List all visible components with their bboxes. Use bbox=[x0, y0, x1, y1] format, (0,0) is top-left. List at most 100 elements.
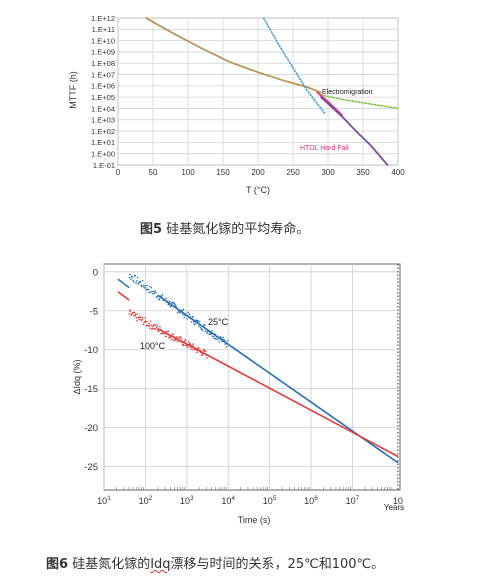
idq-data-point-1 bbox=[153, 324, 156, 326]
idq-y-tick-label: -25 bbox=[84, 462, 98, 473]
idq-data-point-0 bbox=[128, 276, 131, 279]
idq-data-point-1 bbox=[152, 324, 155, 327]
series-label-25c: 25°C bbox=[208, 317, 229, 327]
idq-data-point-0 bbox=[181, 309, 183, 312]
idq-x-axis-label: Time (s) bbox=[238, 515, 271, 525]
idq-data-point-1 bbox=[203, 349, 206, 352]
mttf-y-tick-label: 1.E+06 bbox=[91, 82, 115, 91]
mttf-y-tick-label: 1.E+07 bbox=[91, 70, 115, 79]
idq-data-point-0 bbox=[155, 291, 157, 294]
idq-y-axis-label: ΔIdq (%) bbox=[72, 359, 82, 394]
idq-data-point-0 bbox=[218, 341, 221, 343]
mttf-x-tick-label: 350 bbox=[356, 168, 370, 177]
idq-data-point-1 bbox=[204, 350, 207, 353]
idq-data-point-1 bbox=[156, 325, 159, 327]
idq-data-point-1 bbox=[128, 313, 130, 315]
idq-data-point-0 bbox=[156, 296, 159, 298]
idq-data-point-1 bbox=[150, 324, 152, 326]
idq-data-point-0 bbox=[204, 324, 206, 327]
idq-data-point-0 bbox=[150, 286, 153, 289]
mttf-x-tick-label: 150 bbox=[216, 168, 230, 177]
idq-data-point-1 bbox=[132, 311, 135, 314]
idq-data-point-0 bbox=[174, 303, 176, 306]
idq-data-point-1 bbox=[175, 339, 177, 342]
idq-data-point-0 bbox=[192, 315, 194, 318]
idq-data-point-0 bbox=[140, 284, 142, 287]
idq-data-point-0 bbox=[182, 313, 184, 316]
idq-data-point-0 bbox=[149, 285, 151, 288]
idq-data-point-0 bbox=[147, 289, 150, 291]
idq-data-point-1 bbox=[159, 326, 161, 328]
mttf-gridlines bbox=[117, 17, 399, 166]
idq-data-point-0 bbox=[226, 340, 229, 342]
mttf-y-tick-label: 1.E+00 bbox=[91, 149, 115, 158]
idq-data-point-1 bbox=[183, 344, 185, 347]
idq-data-point-0 bbox=[131, 276, 134, 279]
idq-data-point-0 bbox=[148, 291, 150, 294]
idq-data-point-0 bbox=[208, 333, 210, 336]
idq-data-point-0 bbox=[225, 345, 228, 348]
idq-data-point-0 bbox=[211, 330, 213, 332]
figure5-caption: 图5 硅基氮化镓的平均寿命。 bbox=[140, 218, 309, 237]
idq-data-point-0 bbox=[144, 284, 146, 287]
idq-data-point-1 bbox=[141, 316, 143, 319]
idq-data-point-0 bbox=[190, 320, 193, 323]
mttf-series bbox=[145, 17, 399, 166]
idq-data-point-1 bbox=[189, 343, 192, 346]
idq-data-point-1 bbox=[154, 328, 157, 330]
idq-data-point-0 bbox=[139, 280, 142, 283]
idq-data-point-0 bbox=[165, 297, 167, 300]
mttf-x-tick-label: 400 bbox=[391, 168, 405, 177]
idq-x-tick-label: 10 bbox=[393, 496, 403, 506]
figure6-caption: 图6 硅基氮化镓的Idq漂移与时间的关系，25℃和100℃。 bbox=[46, 553, 384, 572]
mttf-y-tick-label: 1.E-01 bbox=[93, 161, 115, 170]
idq-gridlines bbox=[103, 264, 400, 490]
idq-data-point-0 bbox=[144, 287, 147, 289]
idq-x-tick-label: 103 bbox=[180, 495, 194, 506]
idq-data-point-1 bbox=[168, 336, 170, 339]
mttf-x-tick-label: 300 bbox=[321, 168, 335, 177]
htol-hard-fail-annotation: HTOL Hard Fail bbox=[300, 145, 349, 152]
mttf-y-tick-labels: 1.E+12 1.E+11 1.E+10 1.E+09 1.E+08 1.E+07 1.E+… bbox=[91, 14, 115, 170]
idq-data-point-1 bbox=[155, 326, 158, 329]
idq-data-point-0 bbox=[188, 313, 191, 316]
idq-data-point-0 bbox=[168, 300, 171, 303]
idq-data-point-0 bbox=[149, 291, 152, 294]
figure5-label: 图5 bbox=[140, 222, 163, 237]
idq-data-point-0 bbox=[142, 284, 145, 287]
mttf-y-tick-label: 1.E+03 bbox=[91, 116, 115, 125]
idq-data-point-1 bbox=[152, 327, 154, 330]
mttf-y-tick-label: 1.E+04 bbox=[91, 104, 115, 113]
idq-data-point-1 bbox=[127, 298, 130, 301]
idq-data-point-0 bbox=[146, 284, 148, 287]
idq-data-point-1 bbox=[137, 316, 140, 319]
idq-data-point-1 bbox=[134, 313, 137, 316]
idq-data-point-0 bbox=[133, 281, 135, 283]
idq-data-point-0 bbox=[170, 305, 172, 308]
idq-data-point-0 bbox=[197, 319, 199, 322]
idq-data-point-0 bbox=[152, 290, 155, 293]
idq-data-point-1 bbox=[175, 336, 178, 338]
idq-data-point-0 bbox=[204, 330, 207, 333]
idq-data-point-1 bbox=[191, 349, 193, 351]
mttf-y-tick-label: 1.E+05 bbox=[91, 93, 115, 102]
idq-data-point-1 bbox=[138, 318, 141, 321]
idq-x-tick-labels: 101 102 103 104 105 106 107 10 bbox=[97, 495, 403, 506]
idq-data-point-0 bbox=[186, 318, 188, 320]
idq-data-point-0 bbox=[201, 329, 204, 332]
idq-data-point-1 bbox=[146, 320, 148, 323]
idq-data-point-1 bbox=[133, 314, 135, 317]
idq-data-point-1 bbox=[149, 320, 152, 323]
series-label-100c: 100°C bbox=[140, 341, 166, 351]
idq-y-tick-label: 0 bbox=[93, 267, 98, 278]
idq-data-point-1 bbox=[196, 351, 198, 354]
idq-data-point-1 bbox=[150, 328, 153, 330]
idq-x-tick-label: 106 bbox=[304, 495, 318, 506]
idq-data-point-0 bbox=[212, 335, 215, 338]
mttf-series-line-4 bbox=[320, 96, 389, 166]
idq-data-point-1 bbox=[156, 328, 158, 330]
mttf-y-tick-label: 1.E+02 bbox=[91, 127, 115, 136]
mttf-y-tick-label: 1.E+10 bbox=[91, 36, 115, 45]
idq-drift-chart: 0-5-10-15-20-25 101 102 103 104 105 106 107 10 … bbox=[72, 263, 404, 525]
idq-data-point-0 bbox=[199, 326, 202, 329]
